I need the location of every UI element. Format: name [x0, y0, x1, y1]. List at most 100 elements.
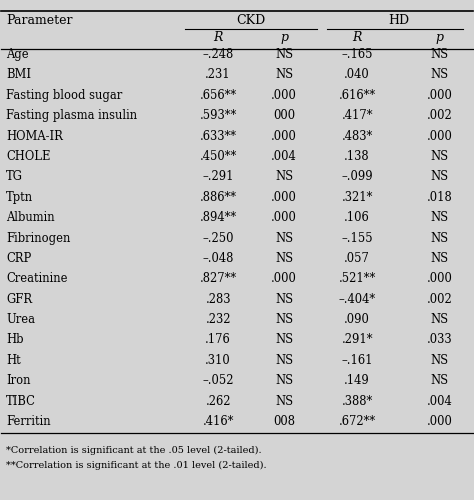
Text: –.165: –.165	[341, 48, 373, 61]
Text: .656**: .656**	[200, 89, 237, 102]
Text: R: R	[353, 30, 362, 44]
Text: Urea: Urea	[6, 313, 35, 326]
Text: TG: TG	[6, 170, 23, 183]
Text: .827**: .827**	[200, 272, 237, 285]
Text: .886**: .886**	[200, 191, 237, 204]
Text: Creatinine: Creatinine	[6, 272, 68, 285]
Text: .416*: .416*	[202, 415, 234, 428]
Text: Iron: Iron	[6, 374, 31, 388]
Text: .417*: .417*	[341, 110, 373, 122]
Text: Tptn: Tptn	[6, 191, 33, 204]
Text: –.099: –.099	[341, 170, 373, 183]
Text: CKD: CKD	[237, 14, 266, 27]
Text: .149: .149	[344, 374, 370, 388]
Text: .002: .002	[427, 292, 453, 306]
Text: .232: .232	[205, 313, 231, 326]
Text: p: p	[280, 30, 288, 44]
Text: .018: .018	[427, 191, 453, 204]
Text: –.048: –.048	[202, 252, 234, 265]
Text: .002: .002	[427, 110, 453, 122]
Text: NS: NS	[275, 170, 293, 183]
Text: NS: NS	[430, 68, 449, 82]
Text: .000: .000	[271, 89, 297, 102]
Text: .593**: .593**	[200, 110, 237, 122]
Text: .388*: .388*	[342, 394, 373, 407]
Text: .321*: .321*	[341, 191, 373, 204]
Text: .262: .262	[205, 394, 231, 407]
Text: .033: .033	[427, 334, 453, 346]
Text: NS: NS	[275, 232, 293, 244]
Text: HOMA-IR: HOMA-IR	[6, 130, 63, 142]
Text: .000: .000	[427, 415, 453, 428]
Text: 000: 000	[273, 110, 295, 122]
Text: .106: .106	[344, 211, 370, 224]
Text: TIBC: TIBC	[6, 394, 36, 407]
Text: .672**: .672**	[338, 415, 376, 428]
Text: Ferritin: Ferritin	[6, 415, 51, 428]
Text: .231: .231	[205, 68, 231, 82]
Text: NS: NS	[430, 354, 449, 367]
Text: R: R	[213, 30, 223, 44]
Text: NS: NS	[430, 211, 449, 224]
Text: Ht: Ht	[6, 354, 21, 367]
Text: .000: .000	[427, 130, 453, 142]
Text: *Correlation is significant at the .05 level (2-tailed).: *Correlation is significant at the .05 l…	[6, 446, 262, 454]
Text: Parameter: Parameter	[6, 14, 73, 27]
Text: NS: NS	[430, 48, 449, 61]
Text: NS: NS	[430, 170, 449, 183]
Text: NS: NS	[430, 374, 449, 388]
Text: .521**: .521**	[338, 272, 376, 285]
Text: Fasting blood sugar: Fasting blood sugar	[6, 89, 122, 102]
Text: .894**: .894**	[200, 211, 237, 224]
Text: .004: .004	[427, 394, 453, 407]
Text: BMI: BMI	[6, 68, 31, 82]
Text: .000: .000	[271, 272, 297, 285]
Text: –.052: –.052	[202, 374, 234, 388]
Text: .000: .000	[271, 211, 297, 224]
Text: NS: NS	[430, 232, 449, 244]
Text: .283: .283	[205, 292, 231, 306]
Text: HD: HD	[388, 14, 409, 27]
Text: Fibrinogen: Fibrinogen	[6, 232, 71, 244]
Text: .004: .004	[271, 150, 297, 163]
Text: GFR: GFR	[6, 292, 32, 306]
Text: .138: .138	[344, 150, 370, 163]
Text: NS: NS	[275, 68, 293, 82]
Text: –.404*: –.404*	[338, 292, 376, 306]
Text: –.155: –.155	[341, 232, 373, 244]
Text: NS: NS	[275, 394, 293, 407]
Text: –.161: –.161	[341, 354, 373, 367]
Text: NS: NS	[430, 313, 449, 326]
Text: –.250: –.250	[202, 232, 234, 244]
Text: .310: .310	[205, 354, 231, 367]
Text: .450**: .450**	[200, 150, 237, 163]
Text: CHOLE: CHOLE	[6, 150, 50, 163]
Text: .000: .000	[427, 272, 453, 285]
Text: NS: NS	[275, 374, 293, 388]
Text: .000: .000	[271, 130, 297, 142]
Text: NS: NS	[275, 313, 293, 326]
Text: .291*: .291*	[341, 334, 373, 346]
Text: .040: .040	[344, 68, 370, 82]
Text: .000: .000	[271, 191, 297, 204]
Text: –.291: –.291	[202, 170, 234, 183]
Text: .616**: .616**	[338, 89, 376, 102]
Text: 008: 008	[273, 415, 295, 428]
Text: .000: .000	[427, 89, 453, 102]
Text: Hb: Hb	[6, 334, 24, 346]
Text: NS: NS	[275, 252, 293, 265]
Text: .483*: .483*	[342, 130, 373, 142]
Text: –.248: –.248	[202, 48, 234, 61]
Text: .176: .176	[205, 334, 231, 346]
Text: .090: .090	[344, 313, 370, 326]
Text: NS: NS	[275, 48, 293, 61]
Text: Age: Age	[6, 48, 29, 61]
Text: Fasting plasma insulin: Fasting plasma insulin	[6, 110, 137, 122]
Text: NS: NS	[275, 292, 293, 306]
Text: NS: NS	[275, 354, 293, 367]
Text: **Correlation is significant at the .01 level (2-tailed).: **Correlation is significant at the .01 …	[6, 460, 267, 469]
Text: NS: NS	[430, 150, 449, 163]
Text: Albumin: Albumin	[6, 211, 55, 224]
Text: NS: NS	[430, 252, 449, 265]
Text: NS: NS	[275, 334, 293, 346]
